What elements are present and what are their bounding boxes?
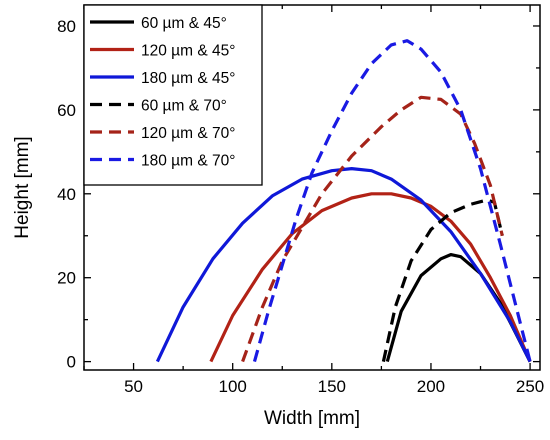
legend-box [83,4,263,186]
legend-label-3: 180 µm & 45° [141,70,235,87]
legend-label-1: 60 µm & 45° [141,15,227,32]
y-tick-label: 20 [57,269,76,288]
y-tick-labels: 0 20 40 60 80 [57,17,76,372]
legend-label-4: 60 µm & 70° [141,98,227,115]
series-line-6 [252,39,532,363]
series-line-2 [209,192,532,363]
series-line-1 [385,253,532,363]
y-tick-label: 40 [57,185,76,204]
y-tick-label: 80 [57,17,76,36]
series-lines [155,39,532,363]
x-axis-title: Width [mm] [264,408,360,429]
y-tick-label: 60 [57,101,76,120]
x-tick-label: 250 [516,377,544,396]
series-line-5 [241,95,504,363]
series-line-4 [381,198,504,362]
x-tick-label: 100 [219,377,247,396]
x-tick-label: 150 [318,377,346,396]
x-tick-labels: 50 100 150 200 250 [124,377,544,396]
series-line-3 [155,167,532,363]
y-tick-label: 0 [67,353,76,372]
x-tick-label: 200 [417,377,445,396]
plot-frame [83,4,541,371]
legend: 60 µm & 45° 120 µm & 45° 180 µm & 45° 60 µm… [83,4,263,186]
legend-label-2: 120 µm & 45° [141,43,235,60]
legend-label-5: 120 µm & 70° [141,125,235,142]
legend-label-6: 180 µm & 70° [141,153,235,170]
x-tick-label: 50 [124,377,143,396]
y-axis-title: Height [mm] [12,136,33,238]
